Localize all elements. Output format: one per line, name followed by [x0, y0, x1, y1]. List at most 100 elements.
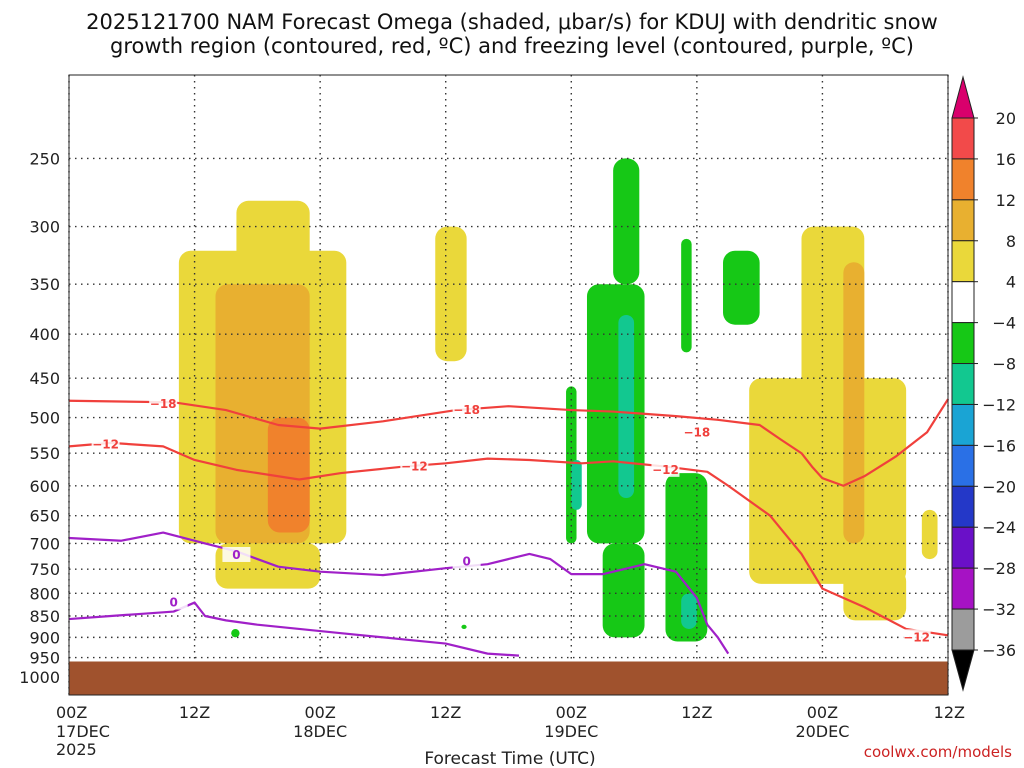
- omega-cell: [435, 226, 467, 362]
- x-tick-time: 12Z: [934, 703, 965, 722]
- colorbar-label: −24: [982, 518, 1016, 537]
- plot-area: −18 −18 −18 −12 −12 −12 −12 0 0 0: [68, 74, 949, 696]
- colorbar-label: 16: [996, 150, 1016, 169]
- colorbar-segment: [951, 117, 975, 160]
- y-tick-label: 800: [29, 584, 60, 603]
- terrain-layer: [69, 661, 948, 695]
- colorbar-label: 4: [1006, 273, 1016, 292]
- x-tick-time: 00Z: [56, 703, 87, 722]
- y-tick-label: 550: [29, 444, 60, 463]
- colorbar-top-arrow: [951, 75, 975, 119]
- colorbar-label: −4: [992, 314, 1016, 333]
- y-tick-label: 300: [29, 218, 60, 237]
- terrain-fill: [69, 661, 948, 695]
- y-tick-label: 750: [29, 560, 60, 579]
- contour-line: [68, 441, 949, 637]
- x-tick-time: 00Z: [807, 703, 838, 722]
- y-tick-label: 950: [29, 649, 60, 668]
- omega-cell: [723, 250, 760, 325]
- y-tick-label: 700: [29, 534, 60, 553]
- x-axis-label: Forecast Time (UTC): [424, 749, 595, 768]
- contour-label-bg: [452, 402, 481, 418]
- contour-line: [68, 601, 520, 657]
- contour-label-bg: [902, 629, 931, 645]
- colorbar-segment: [951, 526, 975, 569]
- omega-cell: [461, 624, 467, 629]
- colorbar-label: −32: [982, 600, 1016, 619]
- x-tick-time: 12Z: [681, 703, 712, 722]
- contour-label: −12: [92, 437, 119, 451]
- colorbar-label: −16: [982, 436, 1016, 455]
- credit-text: coolwx.com/models: [864, 743, 1012, 761]
- y-tick-label: 350: [29, 275, 60, 294]
- contour-line: [68, 398, 949, 487]
- omega-cell: [921, 509, 938, 560]
- y-tick-label: 650: [29, 507, 60, 526]
- chart-title-line1: 2025121700 NAM Forecast Omega (shaded, μ…: [86, 10, 938, 34]
- contour-layer: −18 −18 −18 −12 −12 −12 −12 0 0 0: [68, 395, 949, 657]
- colorbar-segment: [951, 281, 975, 324]
- contour-label-bg: [452, 553, 481, 569]
- contour-label: 0: [169, 596, 177, 610]
- colorbar-segment: [951, 240, 975, 283]
- y-tick-label: 450: [29, 369, 60, 388]
- x-tick-time: 12Z: [430, 703, 461, 722]
- plot-frame: [68, 74, 949, 696]
- omega-cell: [681, 593, 697, 629]
- chart-title-line2: growth region (contoured, red, ºC) and f…: [110, 34, 914, 58]
- omega-cell: [267, 417, 310, 533]
- x-tick-year: 2025: [56, 740, 97, 759]
- x-tick-time: 12Z: [179, 703, 210, 722]
- contour-label: 0: [232, 548, 240, 562]
- omega-cell: [602, 543, 645, 638]
- colorbar-label: −20: [982, 477, 1016, 496]
- contour-label: −18: [683, 425, 710, 439]
- colorbar-segment: [951, 322, 975, 365]
- colorbar-bottom-arrow: [951, 649, 975, 692]
- omega-cell: [843, 569, 907, 621]
- contour-label-bg: [159, 594, 188, 610]
- omega-cell: [843, 262, 865, 544]
- contour-label: −18: [453, 403, 480, 417]
- contour-label: −18: [150, 397, 177, 411]
- omega-cell: [613, 158, 640, 285]
- contour-label-bg: [400, 458, 429, 474]
- y-axis-ticks: 250 300 350 400 450 500 550 600 650 700 750 800 850 9…: [19, 149, 60, 686]
- y-tick-label: 500: [29, 409, 60, 428]
- colorbar-segment: [951, 567, 975, 610]
- contour-label-bg: [222, 546, 251, 562]
- y-tick-label: 250: [29, 149, 60, 168]
- omega-cell: [618, 314, 635, 499]
- omega-cell: [571, 459, 582, 510]
- colorbar-segment: [951, 444, 975, 487]
- colorbar-label: 20: [996, 109, 1016, 128]
- colorbar-segment: [951, 403, 975, 446]
- contour-label: 0: [462, 555, 470, 569]
- y-tick-label: 1000: [19, 668, 60, 687]
- contour-label-bg: [682, 424, 711, 440]
- x-tick-time: 00Z: [304, 703, 335, 722]
- colorbar: 20 16 12 8 4 −4 −8 −12 −16 −20 −24 −28 −32 −36: [951, 75, 1016, 692]
- y-tick-label: 900: [29, 628, 60, 647]
- x-tick-time: 00Z: [556, 703, 587, 722]
- omega-shading-layer: [178, 158, 938, 642]
- colorbar-segment: [951, 363, 975, 405]
- contour-label: −12: [401, 460, 428, 474]
- colorbar-segment: [951, 485, 975, 528]
- colorbar-label: −28: [982, 559, 1016, 578]
- omega-cell: [681, 238, 692, 353]
- contour-label-bg: [651, 461, 680, 477]
- x-tick-date: 18DEC: [293, 722, 347, 741]
- colorbar-label: −12: [982, 395, 1016, 414]
- colorbar-segment: [951, 608, 975, 651]
- y-tick-label: 400: [29, 325, 60, 344]
- omega-cell: [231, 628, 240, 638]
- x-tick-date: 19DEC: [544, 722, 598, 741]
- contour-label-bg: [149, 395, 178, 411]
- colorbar-label: −8: [992, 355, 1016, 374]
- contour-line: [68, 531, 730, 655]
- colorbar-segment: [951, 199, 975, 242]
- contour-label: −12: [903, 630, 930, 644]
- contour-label: −12: [652, 463, 679, 477]
